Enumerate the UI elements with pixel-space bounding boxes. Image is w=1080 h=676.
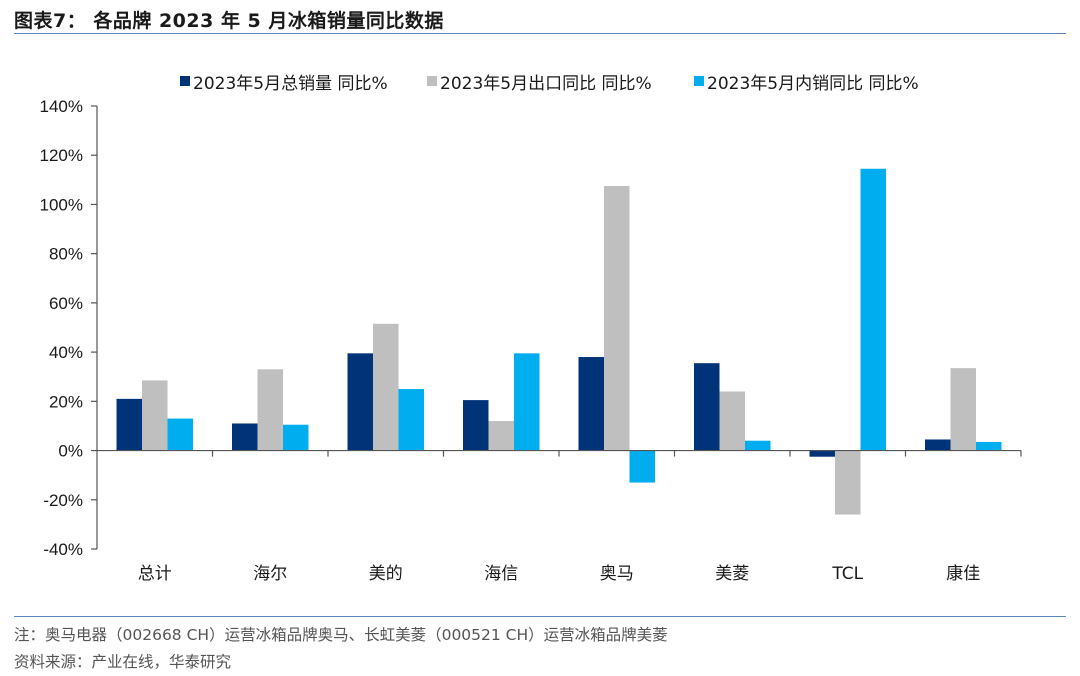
legend-label-1: 2023年5月总销量 同比% <box>193 74 388 94</box>
y-tick-label: -20% <box>43 491 83 510</box>
y-tick-label: 80% <box>49 245 83 264</box>
legend-swatch-2 <box>427 76 437 86</box>
x-category-label: 美的 <box>369 564 403 584</box>
bar-2-6 <box>719 391 745 451</box>
bar-1-2 <box>232 423 258 451</box>
y-tick-label: 60% <box>49 294 83 313</box>
bar-1-3 <box>347 353 373 451</box>
bar-2-7 <box>835 450 861 515</box>
x-category-label: 美菱 <box>715 564 749 584</box>
x-category-label: 海尔 <box>253 564 287 584</box>
y-tick-label: 140% <box>40 97 83 116</box>
bar-2-4 <box>488 421 514 451</box>
bar-3-8 <box>976 441 1002 451</box>
figure-title: 图表7： 各品牌 2023 年 5 月冰箱销量同比数据 <box>14 10 444 32</box>
bar-2-1 <box>142 380 168 451</box>
note-text: 注：奥马电器（002668 CH）运营冰箱品牌奥马、长虹美菱（000521 CH… <box>14 626 668 644</box>
title-divider <box>14 33 1066 34</box>
bar-1-6 <box>694 363 720 451</box>
bar-3-2 <box>283 424 309 451</box>
bar-2-2 <box>257 369 283 451</box>
bar-1-4 <box>463 400 489 451</box>
bar-series <box>116 168 1002 515</box>
bar-1-7 <box>809 450 835 457</box>
legend-label-3: 2023年5月内销同比 同比% <box>707 74 919 94</box>
legend-swatch-3 <box>694 76 704 86</box>
chart-legend: 2023年5月总销量 同比% 2023年5月出口同比 同比% 2023年5月内销同比… <box>180 74 919 94</box>
y-tick-label: 40% <box>49 343 83 362</box>
y-tick-label: 20% <box>49 392 83 411</box>
bar-3-6 <box>745 440 771 451</box>
bar-3-4 <box>514 353 540 451</box>
y-tick-label: 100% <box>40 195 83 214</box>
x-category-label: 总计 <box>138 564 172 584</box>
footnotes: 注：奥马电器（002668 CH）运营冰箱品牌奥马、长虹美菱（000521 CH… <box>14 622 668 676</box>
y-tick-label: 0% <box>58 442 83 461</box>
bar-3-3 <box>398 389 424 451</box>
bar-chart: 2023年5月总销量 同比% 2023年5月出口同比 同比% 2023年5月内销同比… <box>40 74 1022 584</box>
bar-1-5 <box>578 357 604 451</box>
legend-label-2: 2023年5月出口同比 同比% <box>440 74 652 94</box>
legend-swatch-1 <box>180 76 190 86</box>
bar-3-1 <box>167 418 193 451</box>
source-text: 资料来源：产业在线，华泰研究 <box>14 653 232 671</box>
x-category-label: 奥马 <box>600 564 634 584</box>
x-category-label: 海信 <box>484 564 518 584</box>
bar-3-7 <box>860 168 886 451</box>
footer-divider <box>14 616 1066 617</box>
y-axis: -40% -20% 0% 20% 40% 60% 80% 100% 120% 140% <box>40 97 98 559</box>
bar-1-1 <box>116 398 142 451</box>
bar-2-3 <box>373 323 399 451</box>
x-category-label: 康佳 <box>946 564 980 584</box>
x-category-label: TCL <box>831 564 863 584</box>
bar-2-8 <box>950 368 976 451</box>
bar-1-8 <box>925 439 951 451</box>
x-axis: 总计 海尔 美的 海信 奥马 美菱 TCL 康佳 <box>97 449 1022 584</box>
bar-3-5 <box>629 450 655 483</box>
bar-2-5 <box>604 185 630 451</box>
y-tick-label: 120% <box>40 146 83 165</box>
y-tick-label: -40% <box>43 540 83 559</box>
